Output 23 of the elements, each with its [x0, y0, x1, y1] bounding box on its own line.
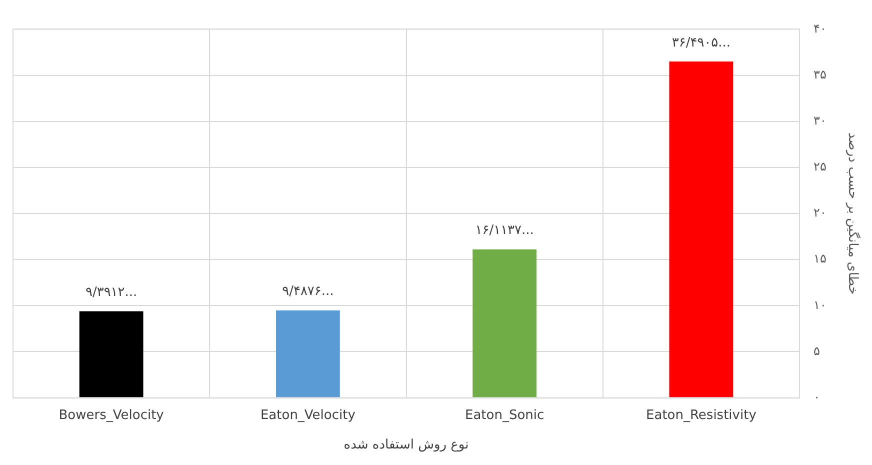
x-tick-label: Eaton_Resistivity	[646, 408, 757, 423]
x-axis-title: نوع روش استفاده شده	[344, 438, 469, 453]
y-tick-label: ۴۰	[814, 21, 826, 36]
data-label: ۳۶/۴۹۰۵...	[672, 35, 731, 50]
data-label: ۱۶/۱۱۳۷...	[475, 223, 534, 238]
x-tick-label: Eaton_Velocity	[260, 408, 356, 423]
y-tick-label: ۲۰	[814, 206, 826, 220]
y-tick-label: ۵	[814, 344, 820, 358]
x-tick-label: Eaton_Sonic	[464, 408, 544, 423]
y-tick-label: ۳۰	[814, 113, 826, 128]
data-label: ۹/۳۹۱۲...	[85, 285, 138, 300]
bar	[79, 311, 144, 398]
y-axis-title: خطای میانگین بر حسب درصد	[844, 132, 861, 294]
bar	[276, 310, 340, 398]
y-tick-label: ۰	[814, 390, 820, 404]
bar	[669, 62, 734, 398]
y-tick-label: ۱۵	[814, 252, 826, 266]
data-label: ۹/۴۸۷۶...	[282, 284, 334, 300]
x-tick-label: Bowers_Velocity	[58, 408, 164, 423]
y-tick-label: ۱۰	[814, 298, 826, 312]
bar	[472, 249, 537, 398]
y-tick-label: ۲۵	[814, 160, 826, 174]
y-tick-label: ۳۵	[814, 67, 826, 82]
